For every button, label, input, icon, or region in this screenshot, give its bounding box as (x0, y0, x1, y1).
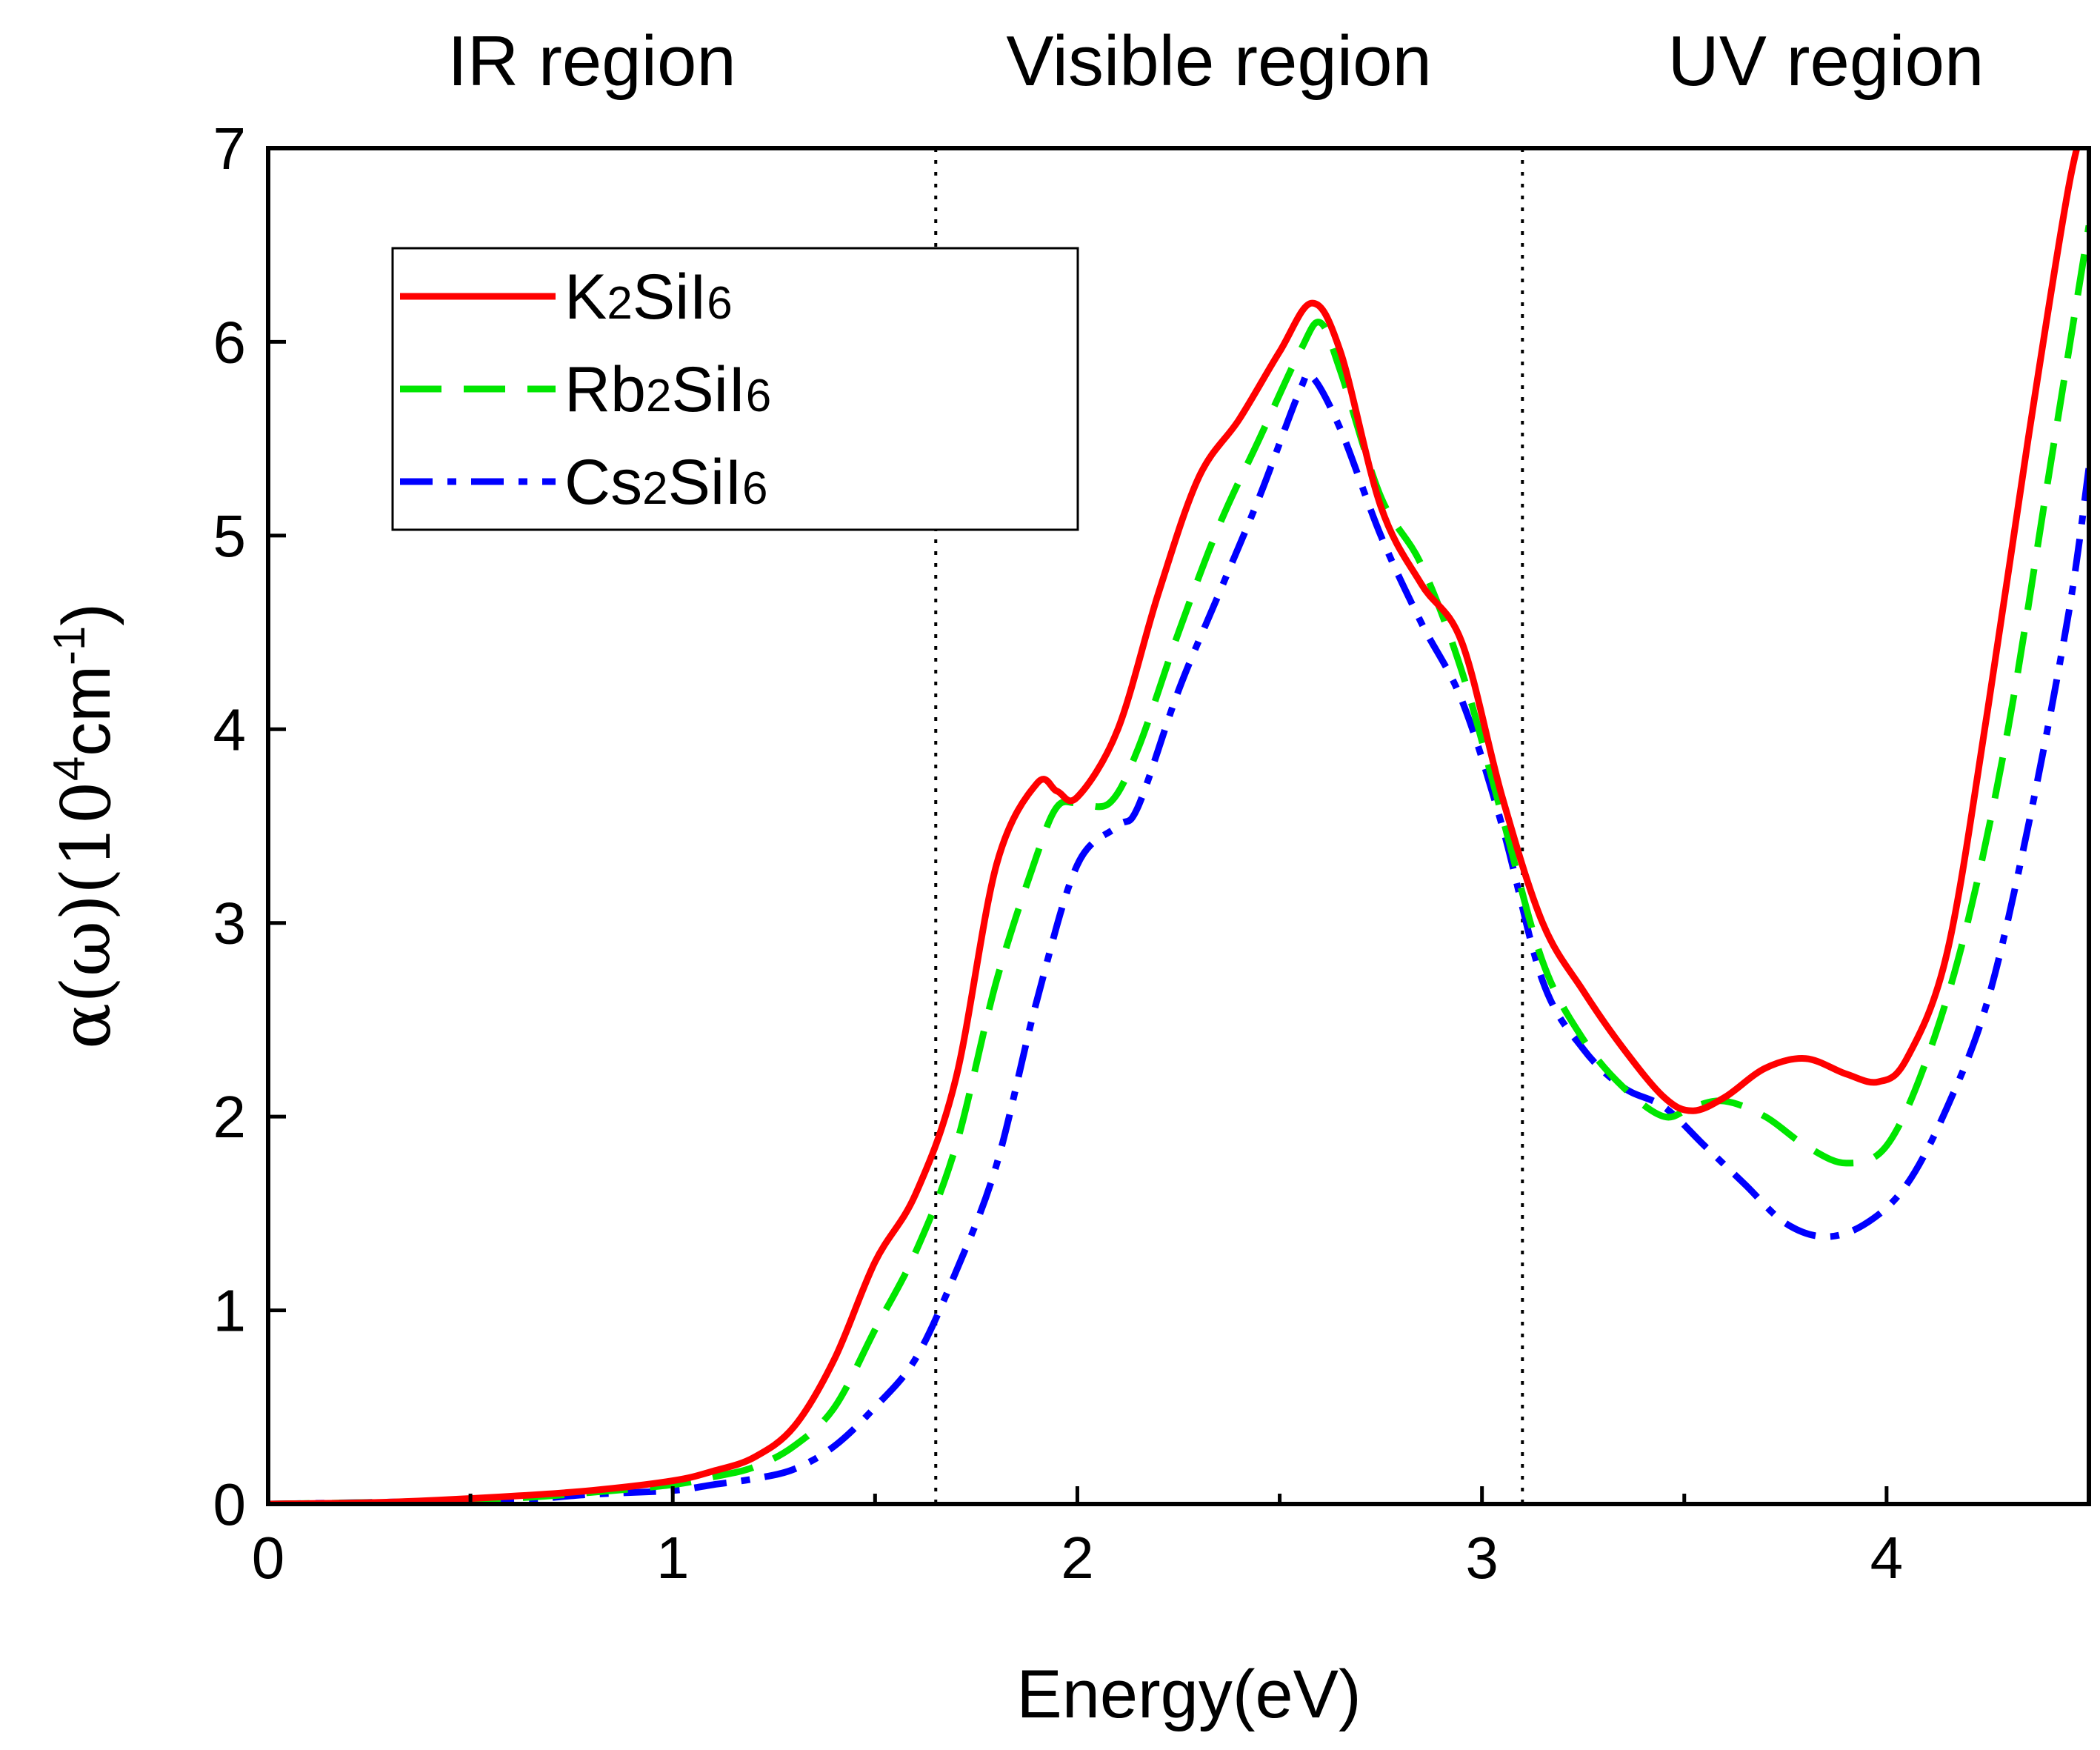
y-axis-title-mid: cm (49, 665, 124, 756)
series-line-Cs2SiI6 (268, 369, 2089, 1504)
legend-label-part: 2 (642, 463, 667, 514)
legend-label-part: K (564, 262, 607, 333)
y-tick-label: 2 (213, 1084, 247, 1150)
legend-label-part: Rb (564, 354, 646, 425)
legend-label-part: SiI (671, 354, 745, 425)
y-axis-title-suffix: ) (49, 603, 124, 626)
legend-label-part: 6 (742, 463, 767, 514)
legend-label-part: 2 (607, 278, 632, 329)
legend-label: K2SiI6 (564, 262, 733, 333)
y-tick-label: 6 (213, 309, 247, 375)
series-line-Rb2SiI6 (268, 224, 2089, 1504)
y-tick-label: 4 (213, 696, 247, 762)
region-label: Visible region (1006, 21, 1432, 101)
legend-label-part: SiI (633, 262, 707, 333)
y-axis-title-exp2: -1 (44, 626, 94, 665)
legend-label-part: SiI (668, 447, 742, 518)
legend-label: Rb2SiI6 (564, 354, 771, 425)
x-axis-title: Energy(eV) (1016, 1657, 1361, 1732)
legend-label-part: Cs (564, 447, 642, 518)
legend-label-part: 6 (746, 370, 771, 422)
legend-label-part: 6 (707, 278, 732, 329)
x-tick-label: 4 (1870, 1525, 1904, 1591)
series-layer (268, 148, 2089, 1504)
y-tick-label: 5 (213, 503, 247, 569)
region-label: UV region (1668, 21, 1984, 101)
x-tick-label: 2 (1061, 1525, 1094, 1591)
legend-label: Cs2SiI6 (564, 447, 767, 518)
y-tick-label: 0 (213, 1471, 247, 1537)
axis-ticks: 0 1 2 3 4 0 1 2 3 4 5 6 7 (213, 116, 1904, 1591)
y-axis-title-exp1: 4 (44, 756, 94, 781)
x-tick-label: 0 (252, 1525, 285, 1591)
y-tick-label: 3 (213, 891, 247, 956)
legend-label-part: 2 (646, 370, 671, 422)
y-tick-label: 1 (213, 1278, 247, 1344)
x-tick-label: 3 (1465, 1525, 1499, 1591)
x-tick-label: 1 (656, 1525, 690, 1591)
y-axis-title-prefix: α(ω)(10 (47, 781, 126, 1049)
region-label: IR region (447, 21, 736, 101)
plot-frame (266, 146, 2091, 1506)
y-tick-label: 7 (213, 116, 247, 182)
y-axis-title: α(ω)(104cm-1) (44, 603, 126, 1049)
series-line-K2SiI6 (268, 148, 2081, 1504)
